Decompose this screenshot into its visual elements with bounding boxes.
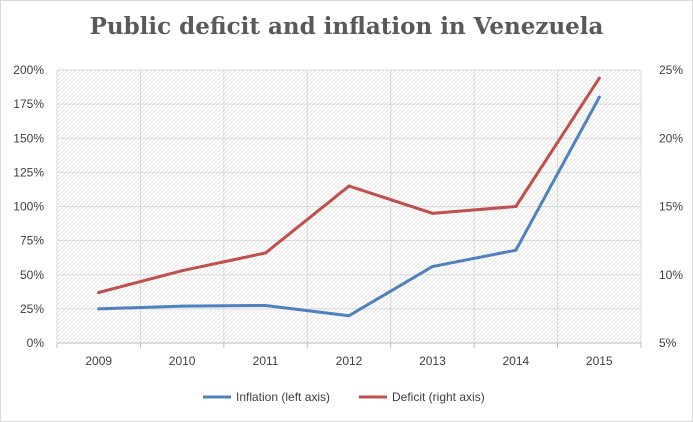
data-point (430, 211, 434, 215)
data-point (264, 251, 268, 255)
legend-label: Deficit (right axis) (392, 390, 485, 404)
x-axis-tick-label: 2010 (169, 354, 196, 368)
data-point (97, 307, 101, 311)
left-axis-tick-label: 100% (13, 200, 44, 214)
x-axis-tick-label: 2014 (503, 354, 530, 368)
x-axis-tick-label: 2011 (253, 354, 279, 368)
data-point (430, 265, 434, 269)
data-point (597, 95, 601, 99)
left-axis-tick-label: 125% (13, 165, 44, 179)
left-axis-tick-label: 200% (13, 63, 44, 77)
left-axis-tick-label: 25% (20, 302, 44, 316)
data-point (514, 248, 518, 252)
right-axis-tick-label: 5% (659, 336, 677, 350)
left-axis-tick-label: 150% (13, 131, 44, 145)
right-axis-tick-label: 10% (659, 268, 683, 282)
data-point (180, 269, 184, 273)
data-point (347, 184, 351, 188)
right-axis-tick-label: 25% (659, 63, 683, 77)
data-point (514, 205, 518, 208)
right-axis-tick-label: 15% (659, 200, 683, 214)
chart-title: Public deficit and inflation in Venezuel… (89, 13, 604, 40)
left-axis-tick-label: 75% (20, 234, 44, 248)
right-axis-tick-label: 20% (659, 131, 683, 145)
x-axis-tick-label: 2013 (419, 354, 446, 368)
left-axis-tick-label: 0% (27, 336, 45, 350)
left-axis-tick-label: 50% (20, 268, 44, 282)
left-axis-tick-label: 175% (13, 97, 44, 111)
legend-label: Inflation (left axis) (236, 390, 330, 404)
x-axis-tick-label: 2012 (336, 354, 363, 368)
data-point (347, 314, 351, 318)
data-point (97, 290, 101, 294)
data-point (597, 76, 601, 80)
x-axis-tick-label: 2009 (85, 354, 112, 368)
x-axis-tick-label: 2015 (586, 354, 613, 368)
data-point (180, 304, 184, 308)
data-point (264, 303, 268, 307)
